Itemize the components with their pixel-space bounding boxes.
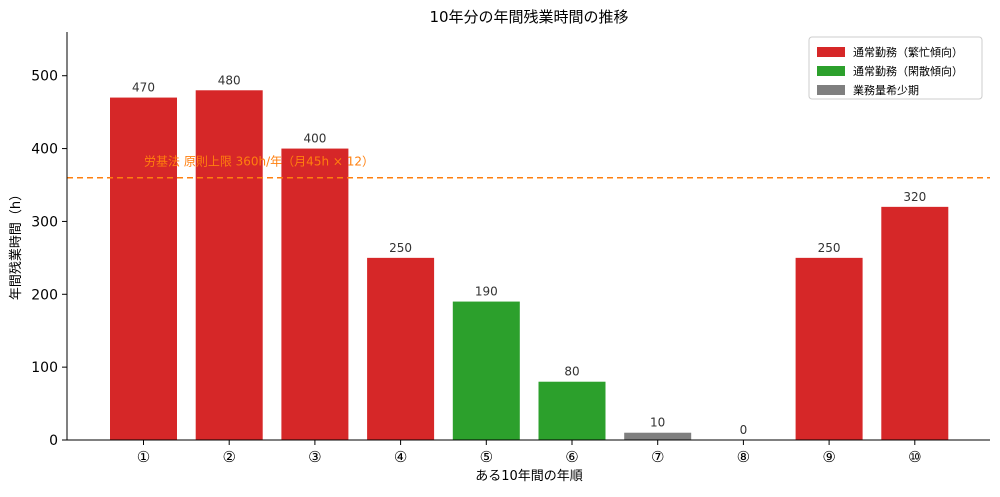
bar-value-label: 480 <box>218 73 241 87</box>
bar <box>452 301 520 440</box>
legend-swatch <box>817 66 845 76</box>
bar-value-label: 0 <box>740 423 748 437</box>
bar-value-label: 10 <box>650 416 665 430</box>
bar-value-label: 470 <box>132 81 155 95</box>
bar-value-label: 250 <box>389 241 412 255</box>
bar <box>795 257 863 440</box>
bar <box>881 206 949 440</box>
y-tick-label: 500 <box>31 69 58 85</box>
x-axis-label: ある10年間の年順 <box>475 469 583 484</box>
y-tick-label: 200 <box>31 287 58 303</box>
bar-value-label: 400 <box>303 132 326 146</box>
bar <box>281 148 349 441</box>
bar <box>624 432 692 440</box>
bar <box>367 257 435 440</box>
bar-value-label: 80 <box>564 365 579 379</box>
y-tick-label: 400 <box>31 142 58 158</box>
bar <box>110 97 177 441</box>
x-tick-label: ⑦ <box>651 448 664 466</box>
x-tick-label: ② <box>222 448 235 466</box>
legend-frame <box>808 36 983 100</box>
y-tick-label: 0 <box>49 433 58 449</box>
legend-label: 業務量希少期 <box>853 83 919 97</box>
reference-line-label: 労基法 原則上限 360h/年（月45h × 12） <box>144 155 374 169</box>
x-tick-label: ③ <box>308 448 321 466</box>
legend-swatch <box>817 85 845 95</box>
bar-value-label: 190 <box>475 285 498 299</box>
reference-line-layer: 労基法 原則上限 360h/年（月45h × 12） <box>67 155 990 179</box>
x-tick-label: ⑩ <box>908 448 921 466</box>
bar-value-label: 320 <box>903 190 926 204</box>
legend-label: 通常勤務（繁忙傾向） <box>853 45 963 59</box>
chart-title: 10年分の年間残業時間の推移 <box>429 8 628 26</box>
x-tick-label: ④ <box>394 448 407 466</box>
legend-label: 通常勤務（閑散傾向） <box>853 64 963 78</box>
x-tick-label: ⑥ <box>565 448 578 466</box>
bar <box>538 381 606 440</box>
x-tick-label: ① <box>137 448 150 466</box>
y-tick-label: 100 <box>31 360 58 376</box>
bars-layer: 470 480 400 250 190 80 10 0 250 320 <box>110 73 949 441</box>
bar-value-label: 250 <box>818 241 841 255</box>
y-axis-label: 年間残業時間（h） <box>8 188 24 300</box>
x-tick-label: ⑧ <box>737 448 750 466</box>
bar <box>195 90 263 441</box>
legend: 通常勤務（繁忙傾向） 通常勤務（閑散傾向） 業務量希少期 <box>808 36 983 100</box>
y-tick-label: 300 <box>31 214 58 230</box>
x-tick-label: ⑤ <box>480 448 493 466</box>
legend-swatch <box>817 47 845 57</box>
x-tick-label: ⑨ <box>822 448 835 466</box>
